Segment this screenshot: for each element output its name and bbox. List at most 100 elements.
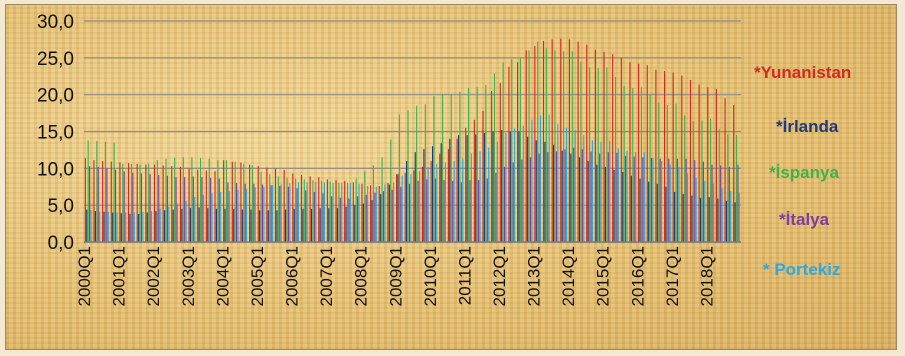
bar	[600, 141, 602, 242]
bar	[607, 152, 609, 242]
bar	[292, 173, 294, 242]
bar	[485, 85, 487, 242]
bar	[382, 191, 385, 242]
x-tick-label: 2000Q1	[75, 246, 94, 307]
bar	[426, 179, 428, 242]
bar	[341, 183, 343, 242]
bar	[544, 141, 546, 242]
y-tick-label: 5,0	[48, 196, 74, 217]
bar	[630, 175, 632, 242]
bar	[119, 162, 121, 242]
bar	[329, 181, 331, 242]
bar	[390, 139, 392, 242]
bar	[691, 195, 693, 242]
bar	[583, 135, 585, 242]
legend-item: *Yunanistan	[754, 63, 852, 82]
bar	[132, 172, 134, 242]
bar	[728, 166, 730, 242]
bar	[482, 110, 484, 243]
bar	[453, 160, 455, 242]
bar	[155, 211, 157, 242]
bar	[508, 66, 510, 242]
bar	[114, 169, 117, 242]
bar	[465, 127, 467, 242]
bar	[614, 76, 617, 243]
bar	[649, 94, 651, 242]
bar	[565, 127, 568, 242]
bar	[708, 197, 710, 242]
bar	[338, 183, 340, 242]
bar	[158, 174, 160, 242]
bar	[725, 200, 728, 242]
bar	[355, 178, 357, 242]
bar	[668, 158, 670, 242]
bar	[698, 84, 700, 242]
bar	[391, 189, 393, 242]
bar	[424, 104, 426, 243]
bar	[303, 179, 305, 242]
chart-frame: 0,0 5,0 10,0 15,0 20,0 25,0 30,0 2000Q1 2001Q1 20…	[5, 4, 897, 350]
bar	[162, 165, 164, 242]
bar	[663, 71, 666, 242]
bar	[689, 79, 692, 243]
bar	[129, 214, 131, 242]
bar	[145, 164, 147, 242]
bar	[254, 187, 256, 242]
bar	[233, 208, 235, 242]
bar	[597, 68, 599, 243]
bar	[241, 209, 243, 242]
bar	[249, 164, 251, 242]
bar	[266, 167, 268, 242]
bar	[253, 183, 255, 242]
bar	[413, 170, 415, 242]
bar	[181, 208, 183, 242]
bar	[594, 49, 596, 243]
bar	[130, 163, 132, 242]
bar	[686, 173, 689, 242]
bar	[312, 180, 314, 242]
bar	[237, 189, 239, 242]
bar	[603, 51, 605, 242]
bar	[666, 104, 668, 242]
bar	[159, 208, 161, 242]
bar	[434, 178, 436, 242]
bar	[452, 180, 454, 242]
bar	[189, 208, 192, 242]
bar	[153, 164, 156, 242]
bar	[400, 186, 402, 242]
bar	[176, 203, 179, 242]
bar	[136, 163, 138, 242]
bar	[146, 212, 148, 242]
bar	[335, 180, 337, 242]
bar	[166, 175, 168, 242]
bar	[528, 50, 530, 242]
bar	[286, 177, 288, 242]
bar	[188, 168, 190, 242]
legend-item: *İspanya	[769, 163, 839, 182]
bar	[707, 87, 709, 242]
bar	[321, 180, 323, 242]
bar	[685, 158, 687, 242]
bar	[380, 194, 382, 242]
bar	[84, 158, 86, 242]
bar	[633, 156, 635, 242]
bar	[267, 210, 269, 242]
bar	[269, 174, 271, 242]
bar	[225, 160, 228, 242]
bar	[416, 105, 418, 242]
bar	[421, 166, 424, 242]
bar	[538, 153, 540, 242]
bar	[433, 96, 435, 242]
bar	[104, 141, 107, 242]
bar	[483, 132, 485, 242]
bar	[431, 146, 434, 242]
bar	[629, 62, 631, 242]
bar	[604, 166, 607, 242]
bar	[711, 164, 713, 242]
bar	[684, 115, 686, 242]
bar	[364, 171, 366, 242]
bar	[459, 91, 461, 242]
bar	[563, 51, 565, 243]
bar	[96, 141, 98, 242]
bar	[738, 192, 740, 242]
